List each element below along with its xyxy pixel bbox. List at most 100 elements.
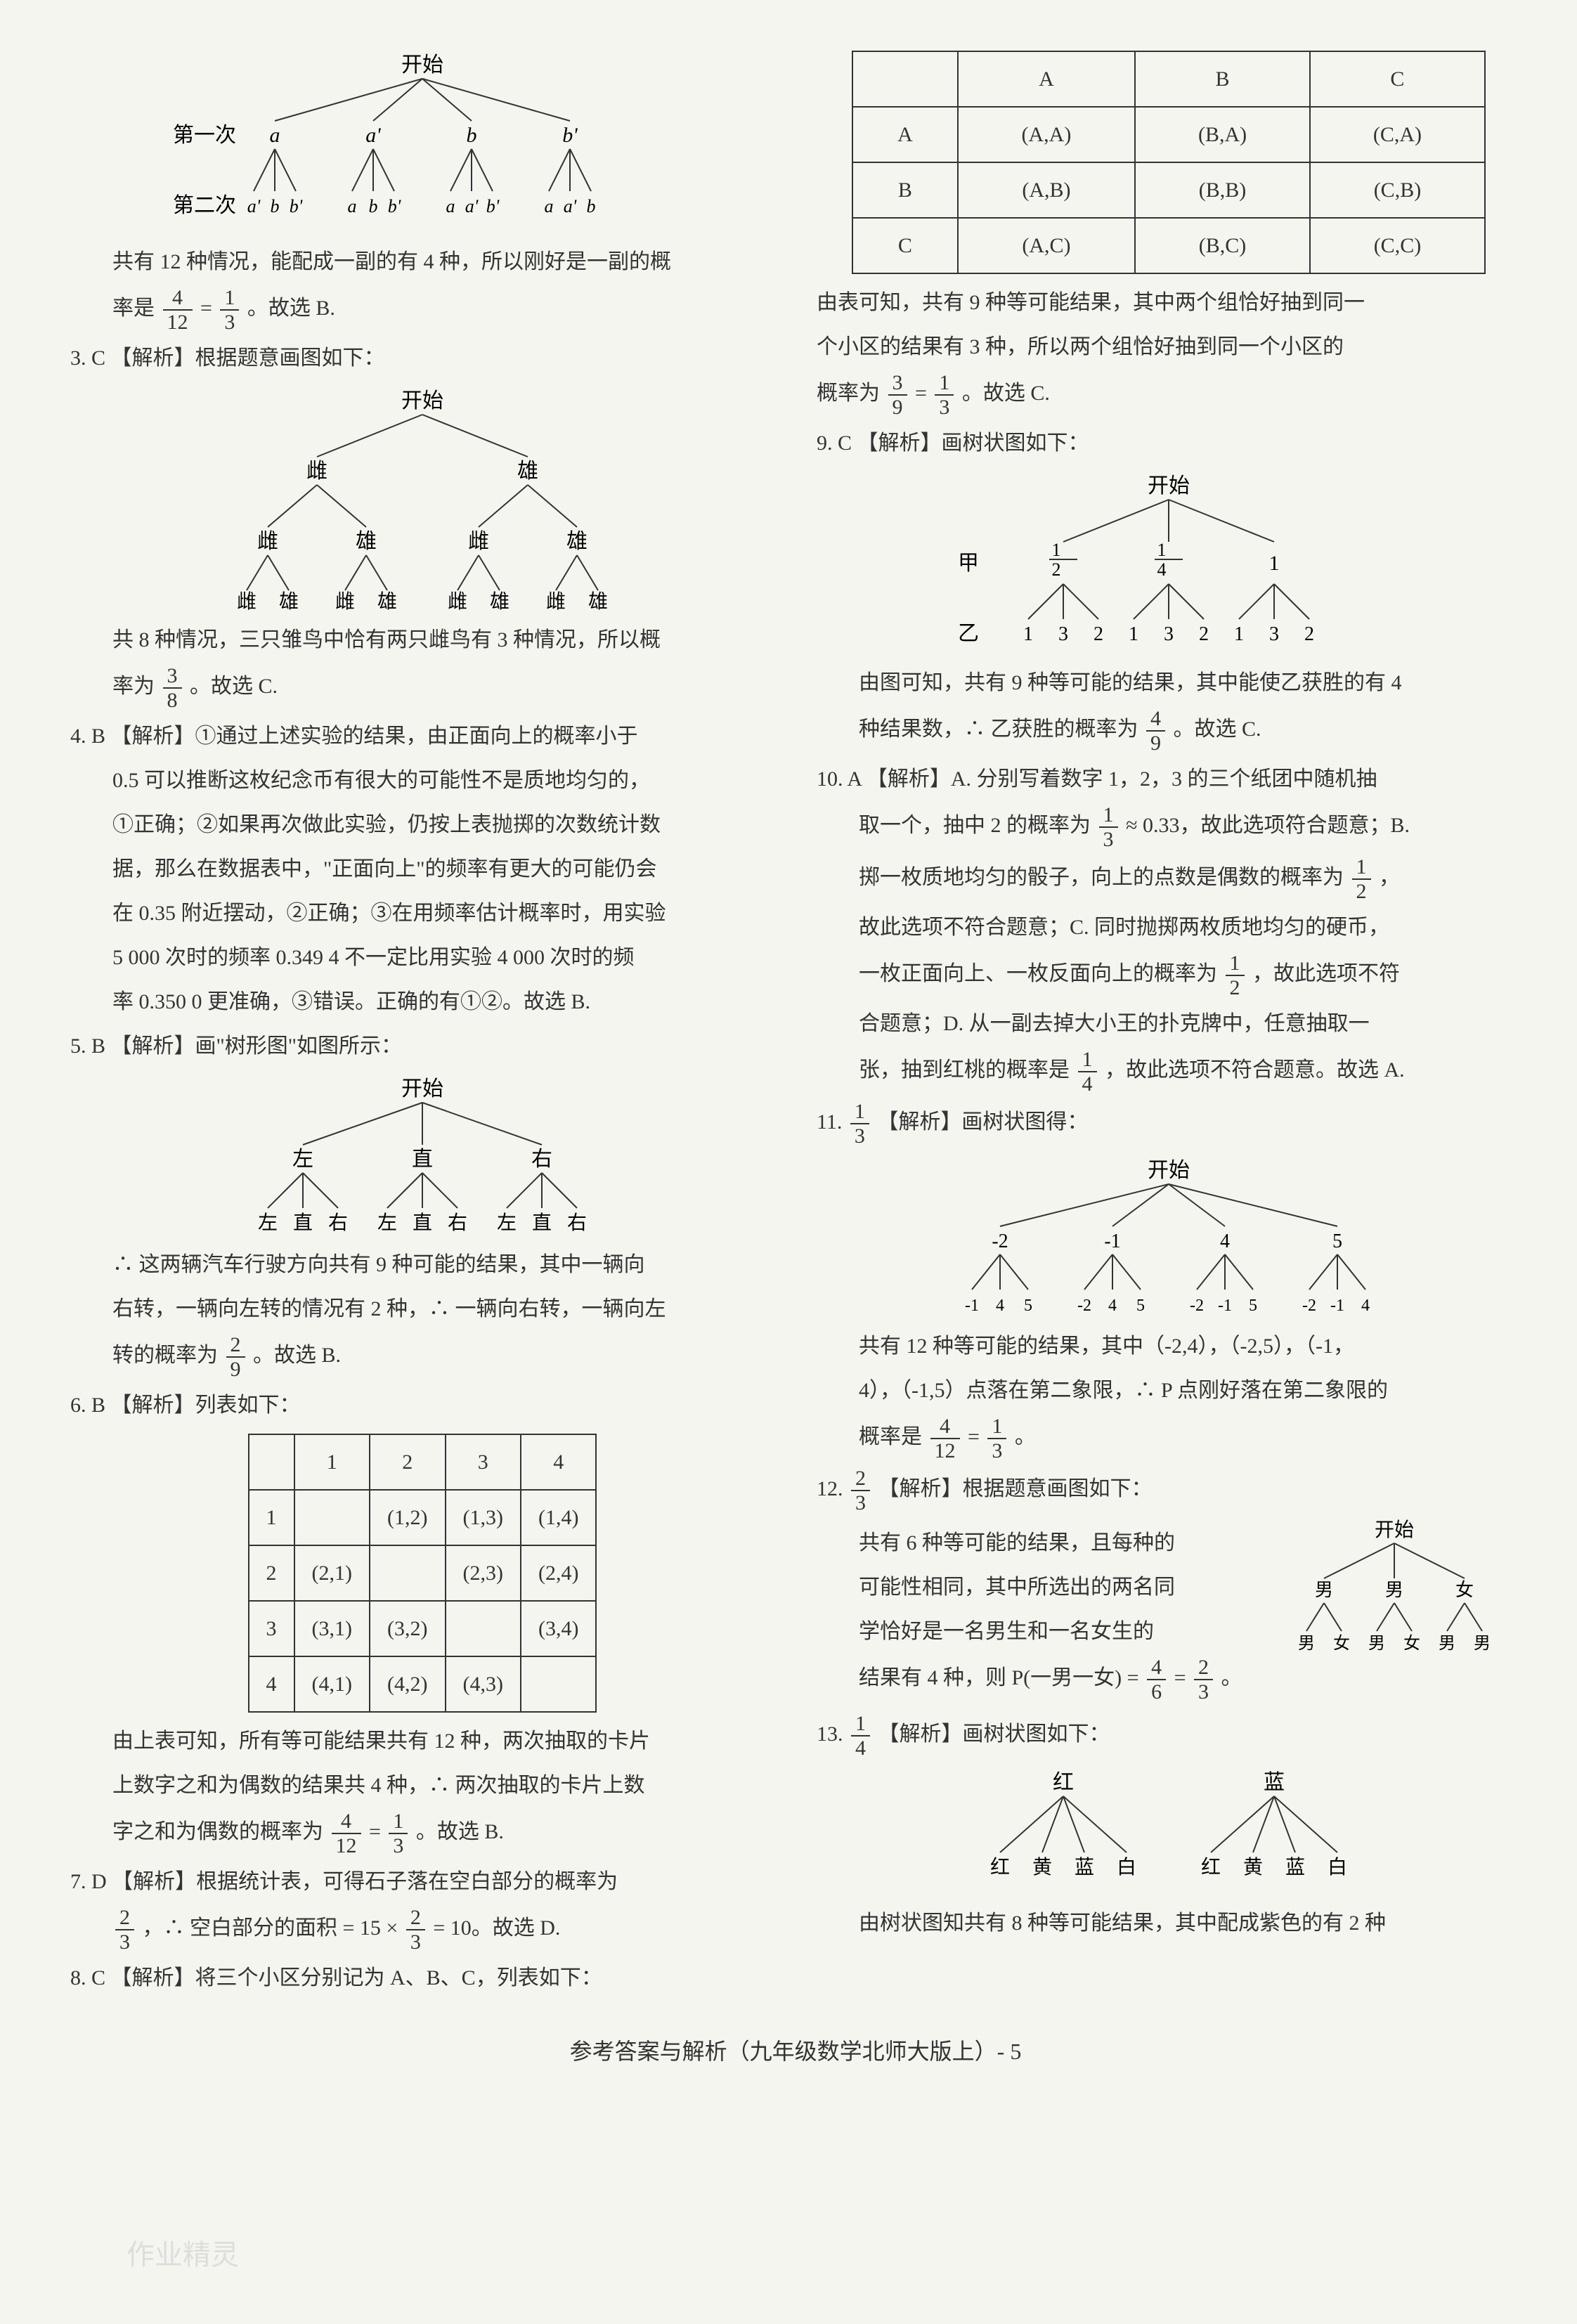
page-footer: 参考答案与解析（九年级数学北师大版上）- 5	[70, 2030, 1521, 2073]
t1g1-0: a	[348, 196, 357, 216]
table-cell: (2,4)	[521, 1545, 596, 1601]
svg-text:雌: 雌	[546, 590, 566, 611]
q11-s3: 概率是 412 = 13 。	[817, 1415, 1521, 1462]
svg-text:雄: 雄	[588, 590, 608, 611]
svg-text:雌: 雌	[237, 590, 257, 611]
svg-text:男: 男	[1474, 1635, 1491, 1653]
q5-head: 5. B 【解析】画"树形图"如图所示：	[70, 1026, 774, 1066]
svg-text:蓝: 蓝	[1075, 1856, 1094, 1878]
right-table: ABCA(A,A)(B,A)(C,A)B(A,B)(B,B)(C,B)C(A,C…	[852, 51, 1486, 274]
table-header: 1	[294, 1434, 370, 1490]
q4-l2: ①正确；②如果再次做此实验，仍按上表抛掷的次数统计数	[70, 805, 774, 845]
svg-text:4: 4	[1108, 1297, 1117, 1315]
svg-text:5: 5	[1332, 1231, 1342, 1252]
table-header: 2	[370, 1434, 445, 1490]
table-cell: 3	[249, 1601, 294, 1656]
t1g0-2: b'	[290, 196, 303, 216]
t1g2-1: a'	[465, 196, 479, 216]
tree1-l1-1: a'	[365, 124, 381, 147]
q10-l6: 张，抽到红桃的概率是 14 ，故此选项不符合题意。故选 A.	[817, 1048, 1521, 1096]
q9-head: 9. C 【解析】画树状图如下：	[817, 423, 1521, 463]
table-cell: (C,A)	[1310, 107, 1485, 162]
tree1-root: 开始	[401, 53, 443, 77]
q4-l6: 率 0.350 0 更准确，③错误。正确的有①②。故选 B.	[70, 982, 774, 1022]
q6-s2: 上数字之和为偶数的结果共 4 种，∴ 两次抽取的卡片上数	[70, 1765, 774, 1805]
svg-text:红: 红	[1053, 1771, 1074, 1794]
table-cell: 2	[249, 1545, 294, 1601]
t1g0-1: b	[271, 196, 280, 216]
table-header: C	[1310, 51, 1485, 107]
page-content: 开始 第一次 a a' b b' 第二次 a' b b' a b b' a a'…	[70, 42, 1521, 2002]
table-cell	[370, 1545, 445, 1601]
table-cell: (3,1)	[294, 1601, 370, 1656]
table-cell	[446, 1601, 521, 1656]
svg-text:雌: 雌	[335, 590, 355, 611]
q4-l1: 0.5 可以推断这枚纪念币有很大的可能性不是质地均匀的，	[70, 760, 774, 800]
q10-l4: 一枚正面向上、一枚反面向上的概率为 12 ，故此选项不符	[817, 952, 1521, 999]
svg-text:直: 直	[412, 1148, 433, 1171]
svg-text:1: 1	[1234, 623, 1244, 645]
frac-1-3a: 13	[220, 286, 239, 334]
table-header	[249, 1434, 294, 1490]
q11-s1: 共有 12 种等可能的结果，其中（-2,4），（-2,5），（-1，	[817, 1326, 1521, 1366]
svg-text:2: 2	[1199, 623, 1209, 645]
svg-text:甲: 甲	[958, 552, 979, 575]
q13-sum: 由树状图知共有 8 种等可能结果，其中配成紫色的有 2 种	[817, 1903, 1521, 1943]
svg-text:雌: 雌	[448, 590, 467, 611]
table-header: 4	[521, 1434, 596, 1490]
table-cell: C	[852, 218, 958, 273]
table-cell: (1,3)	[446, 1490, 521, 1545]
eq1: =	[200, 297, 212, 320]
svg-text:2: 2	[1052, 559, 1061, 580]
svg-text:5: 5	[1024, 1297, 1032, 1315]
svg-text:右: 右	[448, 1212, 467, 1234]
table-cell: (3,2)	[370, 1601, 445, 1656]
q9-tree: 开始 甲 12 14 1 乙 1 3 2 1 3 2 1 3 2	[817, 472, 1521, 654]
q7-head: 7. D 【解析】根据统计表，可得石子落在空白部分的概率为	[70, 1862, 774, 1902]
svg-text:左: 左	[377, 1212, 397, 1234]
q4-l4: 在 0.35 附近摆动，②正确；③在用频率估计概率时，用实验	[70, 893, 774, 933]
rt-s3: 概率为 39 = 13 。故选 C.	[817, 371, 1521, 419]
table-cell: (1,2)	[370, 1490, 445, 1545]
svg-text:右: 右	[567, 1212, 587, 1234]
svg-text:1: 1	[1023, 623, 1033, 645]
q10-l3: 故此选项不符合题意；C. 同时抛掷两枚质地均匀的硬币，	[817, 907, 1521, 947]
svg-text:男: 男	[1315, 1580, 1333, 1600]
table-cell: 4	[249, 1656, 294, 1712]
tree-diagram-1: 开始 第一次 a a' b b' 第二次 a' b b' a b b' a a'…	[70, 51, 774, 233]
svg-text:雌: 雌	[468, 530, 489, 553]
svg-text:-2: -2	[1302, 1297, 1316, 1315]
svg-text:男: 男	[1298, 1635, 1315, 1653]
svg-text:开始: 开始	[1148, 474, 1190, 498]
svg-text:红: 红	[990, 1856, 1010, 1878]
svg-text:雌: 雌	[257, 530, 278, 553]
table-cell: B	[852, 162, 958, 218]
svg-text:女: 女	[1403, 1634, 1420, 1653]
svg-text:女: 女	[1333, 1634, 1350, 1653]
q6-head: 6. B 【解析】列表如下：	[70, 1385, 774, 1425]
svg-text:蓝: 蓝	[1264, 1771, 1285, 1794]
q12-tree: 开始 男 男 女 男 女 男 女 男 男	[1268, 1519, 1521, 1673]
tree1-sum1: 共有 12 种情况，能配成一副的有 4 种，所以刚好是一副的概	[70, 242, 774, 282]
svg-text:女: 女	[1455, 1580, 1474, 1600]
q6-table: 12341(1,2)(1,3)(1,4)2(2,1)(2,3)(2,4)3(3,…	[248, 1434, 597, 1713]
svg-text:雌: 雌	[306, 460, 327, 483]
t1g3-1: a'	[564, 196, 577, 216]
svg-text:1: 1	[1129, 623, 1138, 645]
svg-text:-2: -2	[1077, 1297, 1091, 1315]
q9-s1: 由图可知，共有 9 种等可能的结果，其中能使乙获胜的有 4	[817, 663, 1521, 703]
table-cell: (3,4)	[521, 1601, 596, 1656]
table-header: B	[1135, 51, 1310, 107]
t1s2-pre: 率是	[112, 297, 155, 320]
svg-text:开始: 开始	[401, 389, 443, 413]
table-cell: 1	[249, 1490, 294, 1545]
watermark-text: 作业精灵	[126, 2228, 239, 2282]
svg-text:雄: 雄	[279, 590, 299, 611]
table-cell	[521, 1656, 596, 1712]
q10-l1: 取一个，抽中 2 的概率为 13 ≈ 0.33，故此选项符合题意；B.	[817, 803, 1521, 851]
svg-text:-1: -1	[965, 1297, 979, 1315]
q12-block: 开始 男 男 女 男 女 男 女 男 男 共有 6 种等可能的结果，且每种的 可…	[817, 1519, 1521, 1708]
svg-text:开始: 开始	[1148, 1159, 1190, 1182]
svg-text:5: 5	[1249, 1297, 1257, 1315]
svg-text:4: 4	[1220, 1231, 1230, 1252]
